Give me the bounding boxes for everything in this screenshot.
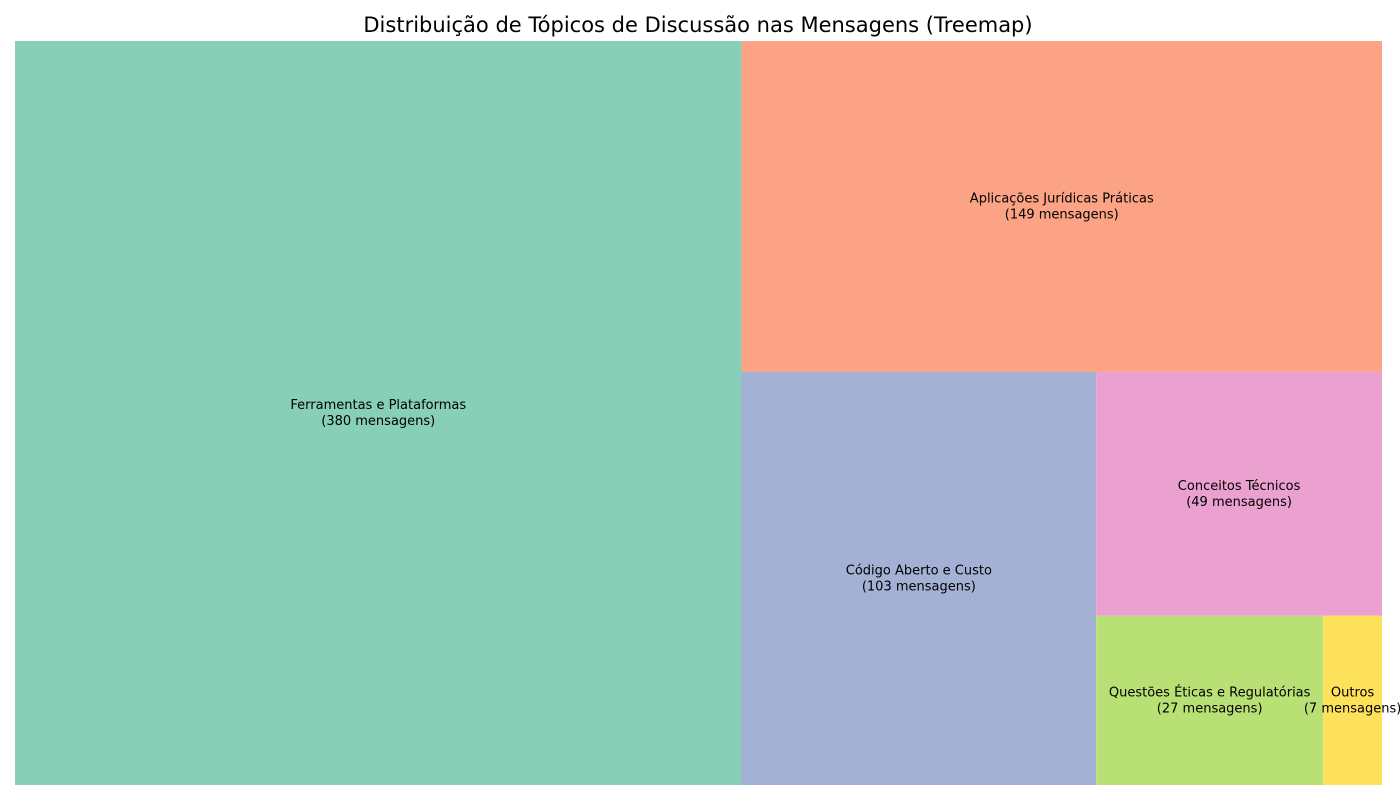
treemap-value-outros: (7 mensagens) bbox=[1304, 701, 1400, 716]
treemap-label-conceitos-tecnicos: Conceitos Técnicos bbox=[1178, 479, 1301, 494]
treemap-value-conceitos-tecnicos: (49 mensagens) bbox=[1186, 495, 1292, 510]
treemap-cell-outros bbox=[1323, 615, 1382, 785]
treemap-value-codigo-aberto-e-custo: (103 mensagens) bbox=[862, 579, 976, 594]
treemap-label-ferramentas-e-plataformas: Ferramentas e Plataformas bbox=[290, 398, 466, 413]
treemap-cell-codigo-aberto-e-custo bbox=[741, 371, 1097, 785]
treemap-cell-questoes-eticas-e-regulatorias bbox=[1096, 615, 1324, 785]
treemap-label-outros: Outros bbox=[1331, 685, 1375, 700]
treemap-cell-ferramentas-e-plataformas bbox=[15, 41, 742, 785]
treemap-label-aplicacoes-juridicas-praticas: Aplicações Jurídicas Práticas bbox=[970, 191, 1154, 206]
treemap-value-questoes-eticas-e-regulatorias: (27 mensagens) bbox=[1157, 701, 1263, 716]
treemap-label-questoes-eticas-e-regulatorias: Questões Éticas e Regulatórias bbox=[1109, 684, 1311, 700]
treemap-value-ferramentas-e-plataformas: (380 mensagens) bbox=[321, 414, 435, 429]
treemap-cells: Ferramentas e Plataformas(380 mensagens)… bbox=[15, 41, 1400, 785]
treemap-value-aplicacoes-juridicas-praticas: (149 mensagens) bbox=[1005, 207, 1119, 222]
chart-title: Distribuição de Tópicos de Discussão nas… bbox=[363, 13, 1032, 37]
treemap-cell-conceitos-tecnicos bbox=[1096, 371, 1382, 616]
treemap-label-codigo-aberto-e-custo: Código Aberto e Custo bbox=[846, 563, 992, 578]
treemap-cell-aplicacoes-juridicas-praticas bbox=[741, 41, 1382, 372]
